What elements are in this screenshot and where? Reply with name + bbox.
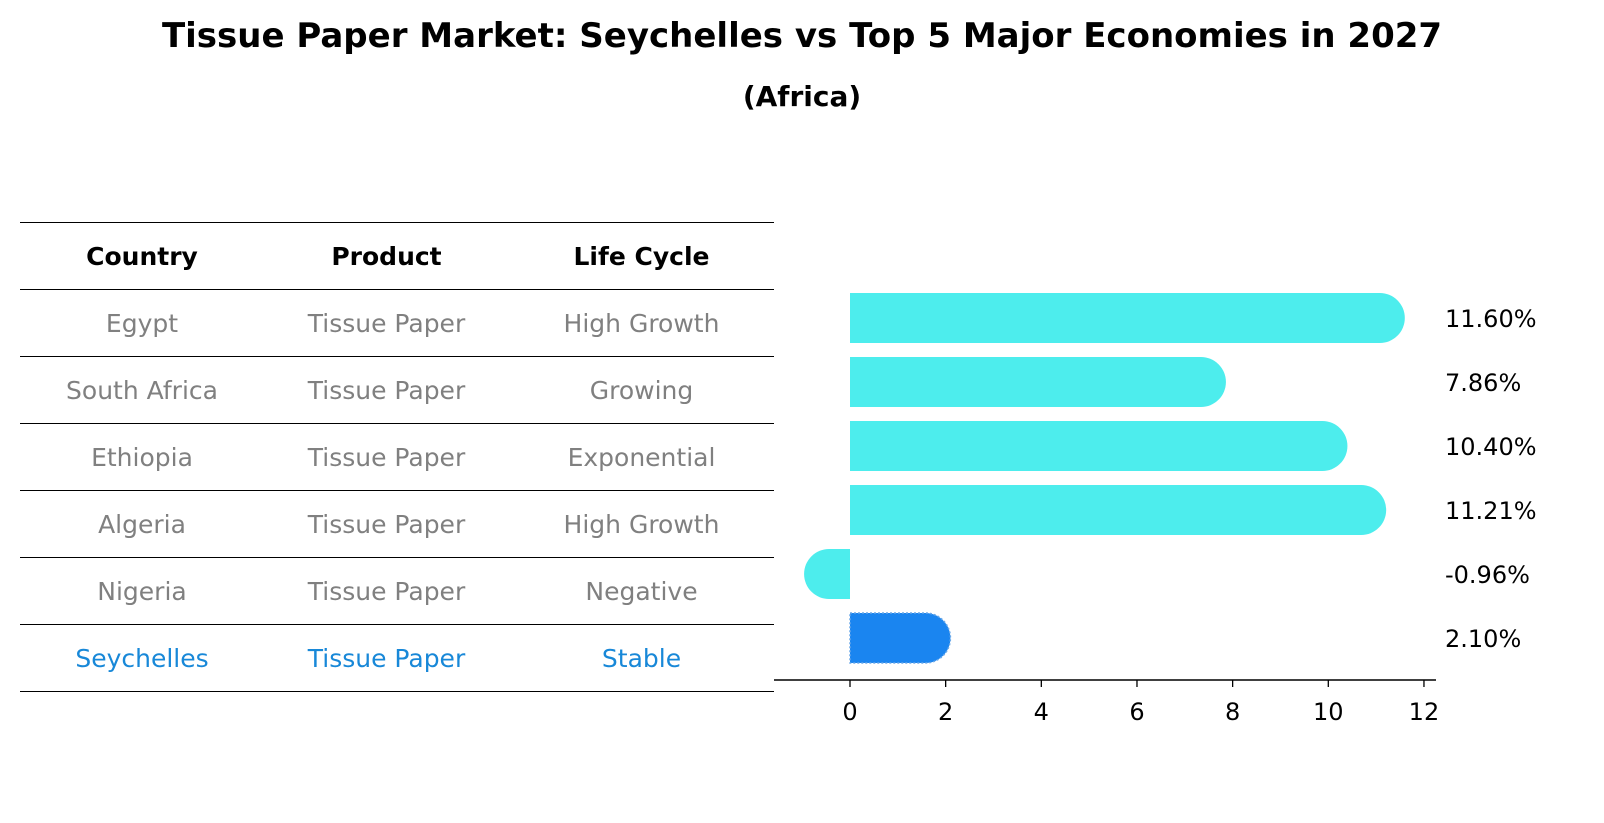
value-label: 10.40% <box>1445 433 1537 461</box>
x-tick-label: 4 <box>1034 698 1049 726</box>
cell-country: Algeria <box>20 490 264 558</box>
table-row: Algeria Tissue Paper High Growth <box>20 490 774 558</box>
x-tick-label: 0 <box>842 698 857 726</box>
header-life-cycle: Life Cycle <box>509 222 774 290</box>
value-label: -0.96% <box>1445 561 1530 589</box>
cell-product: Tissue Paper <box>264 289 509 357</box>
cell-product: Tissue Paper <box>264 624 509 692</box>
cell-life-cycle: Negative <box>509 557 774 625</box>
cell-country: Egypt <box>20 289 264 357</box>
x-tick-label: 12 <box>1409 698 1440 726</box>
cell-product: Tissue Paper <box>264 356 509 424</box>
header-product: Product <box>264 222 509 290</box>
bar-south-africa <box>850 357 1226 407</box>
value-label: 2.10% <box>1445 625 1521 653</box>
table-row-highlighted: Seychelles Tissue Paper Stable <box>20 624 774 692</box>
header-country: Country <box>20 222 264 290</box>
cell-country: Ethiopia <box>20 423 264 491</box>
cell-life-cycle: Exponential <box>509 423 774 491</box>
table-row: Ethiopia Tissue Paper Exponential <box>20 423 774 491</box>
bar-ethiopia <box>850 421 1348 471</box>
bar-algeria <box>850 485 1387 535</box>
bar-seychelles <box>850 613 951 663</box>
chart-subtitle: (Africa) <box>742 80 862 113</box>
bar-egypt <box>850 293 1405 343</box>
cell-life-cycle: High Growth <box>509 490 774 558</box>
cell-life-cycle: Stable <box>509 624 774 692</box>
chart-title: Tissue Paper Market: Seychelles vs Top 5… <box>161 16 1443 56</box>
cell-product: Tissue Paper <box>264 490 509 558</box>
x-tick-label: 8 <box>1225 698 1240 726</box>
value-label: 11.60% <box>1445 305 1537 333</box>
cell-product: Tissue Paper <box>264 423 509 491</box>
x-tick-label: 2 <box>938 698 953 726</box>
bar-nigeria <box>804 549 850 599</box>
table-row: Nigeria Tissue Paper Negative <box>20 557 774 625</box>
cell-life-cycle: Growing <box>509 356 774 424</box>
table-header-row: Country Product Life Cycle <box>20 222 774 290</box>
value-label: 11.21% <box>1445 497 1537 525</box>
x-tick-label: 6 <box>1129 698 1144 726</box>
bar-highlight-outline <box>849 612 952 664</box>
table-row: Egypt Tissue Paper High Growth <box>20 289 774 357</box>
cell-country: Seychelles <box>20 624 264 692</box>
value-label: 7.86% <box>1445 369 1521 397</box>
cell-life-cycle: High Growth <box>509 289 774 357</box>
cell-product: Tissue Paper <box>264 557 509 625</box>
table-row: South Africa Tissue Paper Growing <box>20 356 774 424</box>
data-table: Country Product Life Cycle Egypt Tissue … <box>20 222 774 692</box>
cell-country: Nigeria <box>20 557 264 625</box>
cell-country: South Africa <box>20 356 264 424</box>
bar-chart: 11.60% 7.86% 10.40% 11.21% -0.96% 2.10% 0 2 4 6 8 1… <box>774 293 1537 726</box>
x-tick-label: 10 <box>1313 698 1344 726</box>
